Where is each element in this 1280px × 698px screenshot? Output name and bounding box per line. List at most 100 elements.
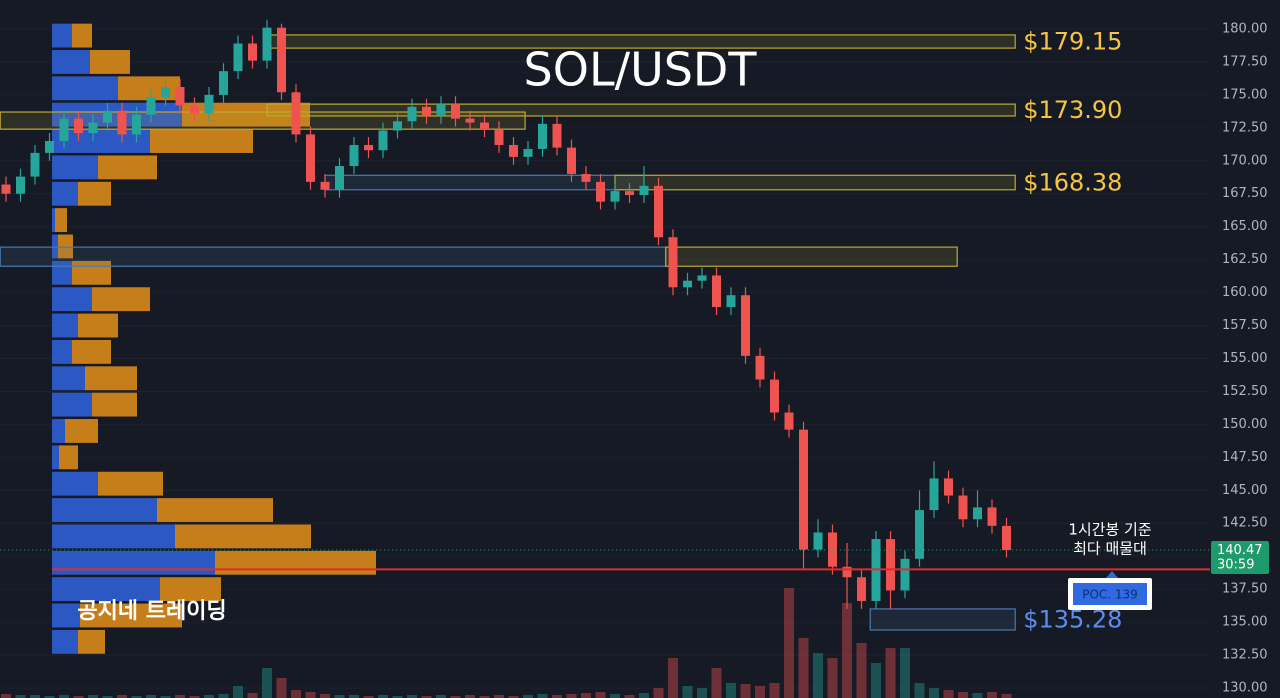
volume-bar <box>160 696 171 698</box>
volume-bar <box>885 648 896 698</box>
volume-bar <box>639 693 649 698</box>
volume-bar <box>523 695 533 698</box>
candle-body <box>900 558 910 591</box>
candle-body <box>567 147 576 174</box>
candle-body <box>654 185 663 238</box>
candle-body <box>378 130 388 151</box>
profile-sell <box>160 577 221 602</box>
profile-sell <box>65 419 98 443</box>
volume-bar <box>59 695 69 698</box>
watermark: 공지네 트레이딩 <box>77 599 226 624</box>
volume-bar <box>88 695 98 698</box>
volume-bar <box>131 696 142 698</box>
profile-buy <box>52 234 58 259</box>
volume-bar <box>784 588 794 698</box>
volume-bar <box>146 695 156 698</box>
candle-body <box>929 478 939 511</box>
candle-body <box>393 121 402 131</box>
profile-buy <box>52 366 85 391</box>
candle-body <box>538 123 547 149</box>
last-price-tag <box>1211 540 1269 574</box>
profile-buy <box>52 603 80 628</box>
candle-body <box>799 429 808 550</box>
candle-body <box>190 105 199 114</box>
volume-bar <box>465 695 475 698</box>
candle-body <box>117 110 127 135</box>
volume-bar <box>320 694 330 698</box>
profile-buy <box>52 208 55 233</box>
candle-body <box>436 104 446 116</box>
volume-bar <box>711 668 722 698</box>
volume-bar <box>73 696 84 698</box>
poc-pointer <box>1106 571 1118 578</box>
candle-body <box>451 104 460 119</box>
candle-body <box>987 507 997 526</box>
profile-buy <box>52 471 98 496</box>
volume-bar <box>595 692 606 698</box>
poc-label: POC. 139 <box>1082 588 1138 602</box>
volume-bar <box>392 696 403 698</box>
grid <box>0 28 1210 689</box>
volume-bar <box>581 693 591 698</box>
volume-bar <box>349 695 359 698</box>
candle-body <box>944 478 953 496</box>
profile-buy <box>52 313 78 338</box>
candle-body <box>103 110 112 123</box>
profile-sell <box>78 629 105 654</box>
y-tick-label: 165.00 <box>1222 219 1268 234</box>
candle-body <box>813 532 823 550</box>
y-tick-label: 175.00 <box>1222 87 1268 102</box>
candle-body <box>494 129 504 145</box>
profile-buy <box>52 50 90 74</box>
candle-body <box>422 106 431 116</box>
y-tick-label: 142.50 <box>1222 516 1268 531</box>
profile-buy <box>52 155 98 180</box>
volume-bar <box>436 695 446 698</box>
volume-bar <box>697 688 707 698</box>
y-tick-label: 132.50 <box>1222 648 1268 663</box>
profile-sell <box>118 76 180 101</box>
candle-body <box>625 191 634 196</box>
candle-body <box>291 92 301 135</box>
profile-buy <box>52 392 92 417</box>
volume-bar <box>987 692 997 698</box>
profile-buy <box>52 129 150 153</box>
zone-label: $135.28 <box>1023 605 1122 633</box>
candle-body <box>755 355 765 380</box>
y-tick-label: 160.00 <box>1222 285 1268 300</box>
volume-bar <box>450 696 461 698</box>
profile-sell <box>59 445 78 470</box>
candle-body <box>523 148 533 157</box>
profile-sell <box>98 155 157 180</box>
candle-body <box>1 184 11 194</box>
volume-bar <box>276 678 287 698</box>
volume-bar <box>726 683 736 698</box>
profile-sell <box>78 313 118 338</box>
y-tick-label: 137.50 <box>1222 582 1268 597</box>
candle-body <box>480 122 489 130</box>
y-tick-label: 147.50 <box>1222 450 1268 465</box>
volume-bar <box>943 690 954 698</box>
volume-bar <box>755 686 765 698</box>
candle-body <box>668 237 678 288</box>
candle-body <box>509 144 518 157</box>
profile-buy <box>52 498 157 522</box>
volume-bar <box>740 684 751 698</box>
profile-buy <box>52 524 175 549</box>
profile-sell <box>55 208 67 233</box>
profile-buy <box>52 577 160 602</box>
candle-body <box>349 144 359 167</box>
profile-sell <box>215 550 376 575</box>
candle-body <box>320 181 330 190</box>
volume-bar <box>972 693 983 698</box>
volume-bar <box>900 648 910 698</box>
candle-body <box>610 191 620 202</box>
candle-body <box>233 43 243 72</box>
zone <box>266 103 1016 117</box>
volume-bar <box>610 694 620 698</box>
volume-bar <box>537 694 548 698</box>
profile-sell <box>157 498 273 522</box>
volume-bar <box>15 695 26 698</box>
volume-bar <box>856 643 867 698</box>
y-tick-label: 170.00 <box>1222 153 1268 168</box>
